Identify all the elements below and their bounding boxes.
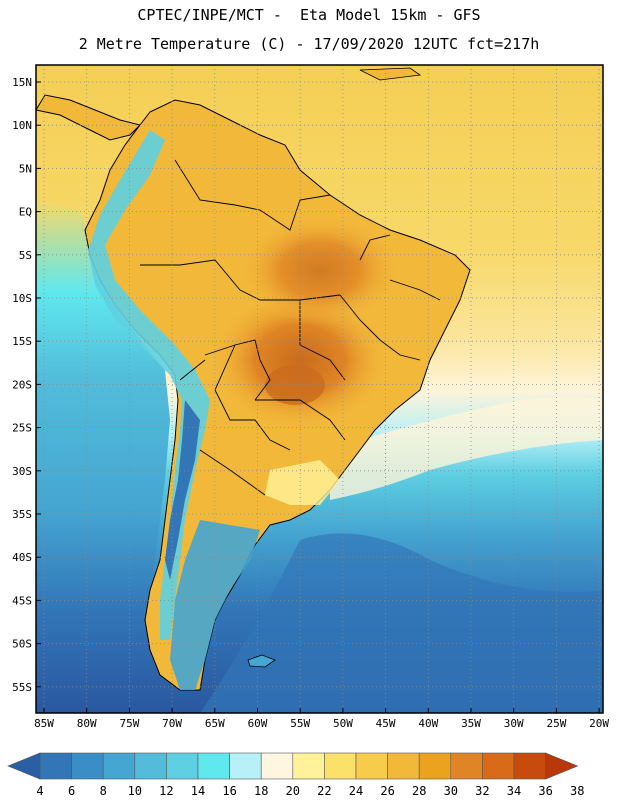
colorbar-label: 10 xyxy=(128,784,142,798)
colorbar-label: 20 xyxy=(286,784,300,798)
colorbar-label: 8 xyxy=(100,784,107,798)
colorbar-label: 6 xyxy=(68,784,75,798)
lat-label: 15S xyxy=(12,335,32,348)
lon-label: 35W xyxy=(461,717,481,730)
lat-label: 55S xyxy=(12,681,32,694)
lon-label: 50W xyxy=(333,717,353,730)
map-frame xyxy=(35,64,604,714)
hot-core-central xyxy=(210,290,390,430)
colorbar-label: 38 xyxy=(570,784,584,798)
colorbar-label: 26 xyxy=(380,784,394,798)
lat-label: 10S xyxy=(12,292,32,305)
lon-label: 75W xyxy=(119,717,139,730)
colorbar-label: 36 xyxy=(538,784,552,798)
colorbar-label: 24 xyxy=(349,784,363,798)
hot-core-north xyxy=(240,215,400,325)
lon-label: 20W xyxy=(589,717,609,730)
colorbar-label: 32 xyxy=(475,784,489,798)
colorbar-label: 16 xyxy=(222,784,236,798)
colorbar-label: 30 xyxy=(444,784,458,798)
colorbar-swatch xyxy=(292,752,325,780)
lon-label: 25W xyxy=(546,717,566,730)
colorbar-swatch xyxy=(71,752,104,780)
lat-label: 10N xyxy=(12,119,32,132)
lat-label: 45S xyxy=(12,594,32,607)
lat-label: 15N xyxy=(12,76,32,89)
colorbar-swatch xyxy=(324,752,357,780)
lat-label: 50S xyxy=(12,638,32,651)
lat-label: 20S xyxy=(12,378,32,391)
graticule xyxy=(36,65,603,713)
lon-label: 70W xyxy=(162,717,182,730)
latitude-labels: 15N 10N 5N EQ 5S 10S 15S 20S 25S 30S 35S 40S 45S 50S 5… xyxy=(12,76,41,694)
colorbar-label: 22 xyxy=(317,784,331,798)
falkland-islands xyxy=(247,654,276,668)
colorbar-label: 12 xyxy=(159,784,173,798)
lon-label: 45W xyxy=(376,717,396,730)
colorbar-label: 14 xyxy=(191,784,205,798)
colorbar-swatch xyxy=(197,752,230,780)
colorbar-label: 28 xyxy=(412,784,426,798)
colorbar-arrow-low xyxy=(7,752,41,780)
hottest-spot xyxy=(265,365,325,405)
lat-label: 40S xyxy=(12,551,32,564)
colorbar-swatch xyxy=(134,752,167,780)
colorbar-swatch xyxy=(260,752,294,780)
lat-label: 5N xyxy=(19,162,32,175)
longitude-labels: 85W 80W 75W 70W 65W 60W 55W 50W 45W 40W 35W 30W 25W 2… xyxy=(34,708,609,730)
uruguay-mild xyxy=(265,460,340,505)
colorbar-swatch xyxy=(418,752,452,780)
colorbar-swatch xyxy=(513,752,546,780)
colorbar-swatch xyxy=(482,752,515,780)
lon-label: 80W xyxy=(77,717,97,730)
colorbar-swatch xyxy=(450,752,483,780)
colorbar-swatch xyxy=(387,752,420,780)
caribbean-island xyxy=(359,67,422,81)
colorbar-swatch xyxy=(355,752,388,780)
colorbar-label: 34 xyxy=(507,784,521,798)
colorbar-swatch xyxy=(102,752,136,780)
lat-label: 30S xyxy=(12,465,32,478)
lat-label: 25S xyxy=(12,422,32,435)
lon-label: 65W xyxy=(205,717,225,730)
lon-label: 55W xyxy=(290,717,310,730)
lon-label: 85W xyxy=(34,717,54,730)
title-block: CPTEC/INPE/MCT - Eta Model 15km - GFS 2 … xyxy=(0,0,618,60)
lon-label: 30W xyxy=(504,717,524,730)
colorbar-label: 18 xyxy=(254,784,268,798)
colorbar-swatch xyxy=(229,752,262,780)
south-atlantic-cool xyxy=(200,533,603,713)
map-area xyxy=(36,65,603,713)
lon-label: 60W xyxy=(248,717,268,730)
andes-deep-strip xyxy=(165,400,200,580)
lat-label: 35S xyxy=(12,508,32,521)
pacific-ocean xyxy=(36,200,170,713)
colorbar-swatch xyxy=(39,752,72,780)
lat-label: 5S xyxy=(19,249,32,262)
title-line-1: CPTEC/INPE/MCT - Eta Model 15km - GFS xyxy=(137,6,481,24)
colorbar-label: 4 xyxy=(36,784,43,798)
lon-label: 40W xyxy=(418,717,438,730)
colorbar-arrow-high xyxy=(545,752,579,780)
lat-label: EQ xyxy=(19,206,32,219)
title-line-2: 2 Metre Temperature (C) - 17/09/2020 12U… xyxy=(78,35,540,53)
south-atlantic-warmband xyxy=(330,397,603,500)
colorbar-swatch xyxy=(166,752,199,780)
